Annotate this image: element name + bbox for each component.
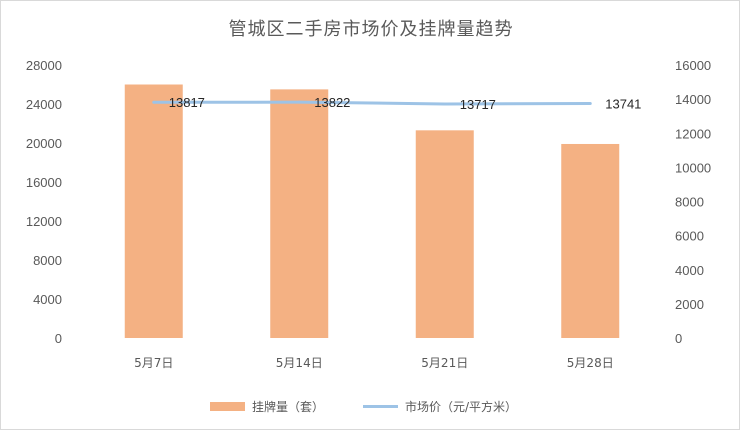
right-tick-label: 12000 [675,126,711,141]
bar-series [124,84,620,338]
left-tick-label: 4000 [33,292,62,307]
right-tick-label: 6000 [675,229,704,244]
legend-bar-label: 挂牌量（套） [252,400,324,414]
left-tick-label: 0 [55,331,62,346]
left-tick-label: 28000 [26,58,62,73]
right-tick-label: 10000 [675,160,711,175]
legend-bar-swatch [210,402,245,411]
category-label: 5月7日 [134,356,173,370]
right-tick-label: 2000 [675,297,704,312]
category-labels: 5月7日 5月14日 5月21日 5月28日 [134,356,614,370]
left-axis-ticks: 0 4000 8000 12000 16000 20000 24000 28000 [26,58,62,346]
legend: 挂牌量（套） 市场价（元/平方米） [210,399,517,414]
data-label: 13817 [169,95,205,110]
category-label: 5月28日 [567,356,614,370]
left-tick-label: 8000 [33,253,62,268]
data-label: 13822 [314,95,350,110]
line-point [297,100,301,104]
left-tick-label: 12000 [26,214,62,229]
category-label: 5月21日 [421,356,468,370]
right-tick-label: 14000 [675,92,711,107]
right-axis-ticks: 0 2000 4000 6000 8000 10000 12000 14000 16000 [675,58,711,346]
data-label: 13717 [460,97,496,112]
data-label: 13741 [605,97,641,112]
line-point [152,100,156,104]
left-tick-label: 16000 [26,175,62,190]
legend-line-label: 市场价（元/平方米） [405,399,517,414]
bar [415,130,474,338]
bar [561,143,620,338]
line-point [588,102,592,106]
bar [124,84,183,338]
left-tick-label: 24000 [26,97,62,112]
category-label: 5月14日 [276,356,323,370]
price-line [153,100,591,106]
chart-title: 管城区二手房市场价及挂牌量趋势 [229,19,514,40]
left-tick-label: 20000 [26,136,62,151]
right-tick-label: 0 [675,331,682,346]
right-tick-label: 4000 [675,263,704,278]
line-series: 13817 13822 13717 13741 [152,95,641,112]
bar [270,89,329,338]
right-tick-label: 8000 [675,195,704,210]
right-tick-label: 16000 [675,58,711,73]
line-point [443,102,447,106]
